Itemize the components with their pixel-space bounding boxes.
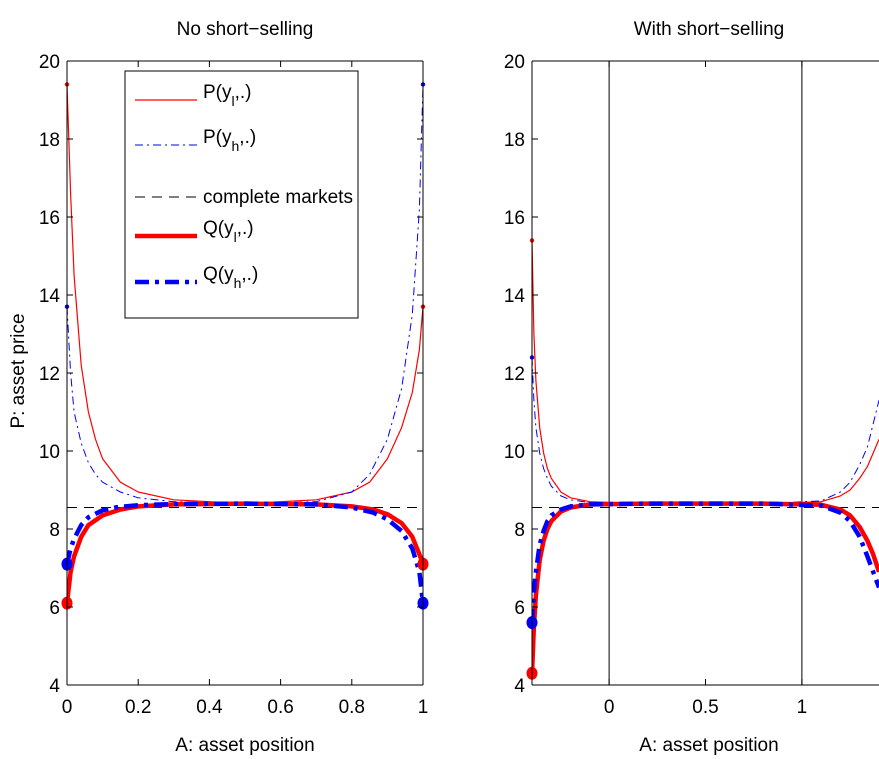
x-tick-label: 1 [797,697,808,718]
y-tick-label: 10 [504,442,525,463]
x-tick-label: 0.4 [196,697,223,718]
x-axis-label: A: asset position [639,735,778,756]
y-axis-label: P: asset price [8,313,29,428]
p-yl-line [532,240,879,505]
x-tick-label: 1 [418,697,429,718]
x-axis-label: A: asset position [175,735,314,756]
y-tick-label: 16 [39,208,60,229]
y-tick-label: 14 [504,286,526,307]
legend-label: Q(yl,.) [203,218,254,245]
y-tick-label: 8 [514,520,525,541]
y-tick-label: 12 [504,364,525,385]
y-tick-label: 6 [514,598,525,619]
legend-label: Q(yh,.) [203,264,258,291]
x-tick-label: 0.5 [692,697,718,718]
x-tick-label: 0.2 [125,697,151,718]
q-yh-line [67,501,423,604]
y-tick-label: 18 [39,130,60,151]
chart-with-short-selling: With short−selling A: asset position 4 6 8… [504,19,879,756]
y-tick-label: 8 [49,520,60,541]
q-yh-line [532,501,879,623]
x-tick-label: 0.8 [339,697,365,718]
y-tick-label: 20 [39,52,60,73]
x-tick-label: 0 [62,697,73,718]
x-tick-label: 0.6 [267,697,293,718]
chart-title: With short−selling [634,19,784,40]
y-tick-label: 14 [39,286,61,307]
y-tick-label: 18 [504,130,525,151]
y-tick-label: 4 [514,676,525,697]
legend: P(yl,.) P(yh,.) complete markets Q(yl,.) Q(y… [124,70,359,319]
chart-no-short-selling: No short−selling A: asset position P: as… [8,19,429,756]
legend-label: P(yh,.) [203,127,256,154]
axes-frame [66,60,424,686]
y-tick-label: 16 [504,208,525,229]
axes-frame [531,60,879,686]
q-yl-line [67,501,423,604]
legend-label: P(yl,.) [203,82,252,109]
y-tick-label: 4 [49,676,60,697]
y-tick-label: 12 [39,364,60,385]
y-tick-label: 10 [39,442,60,463]
legend-label: complete markets [203,187,353,208]
p-yh-line [67,84,423,505]
y-tick-label: 6 [49,598,60,619]
p-yh-line [532,357,879,505]
y-tick-label: 20 [504,52,525,73]
q-yl-line [532,501,879,674]
p-yl-line [67,84,423,505]
x-tick-label: 0 [604,697,615,718]
chart-title: No short−selling [177,19,314,40]
